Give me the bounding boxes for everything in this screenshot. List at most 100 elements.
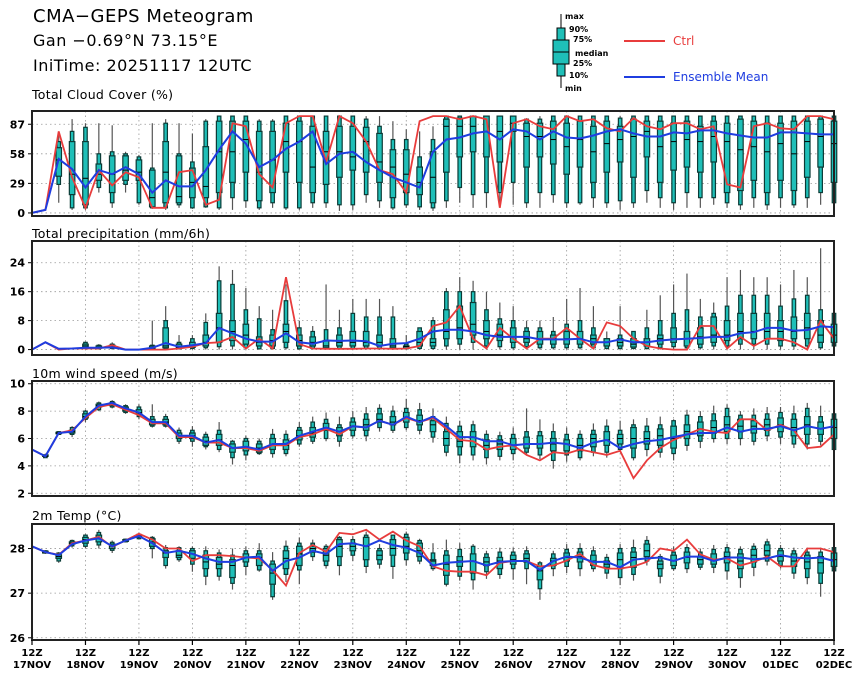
iqr-box bbox=[416, 414, 423, 426]
iqr-box bbox=[162, 550, 170, 559]
box-whisker bbox=[336, 536, 343, 576]
iqr-box bbox=[750, 120, 758, 181]
p10-p90-box bbox=[256, 318, 262, 350]
iqr-box bbox=[603, 120, 611, 173]
iqr-box bbox=[790, 120, 798, 192]
temperature-frame bbox=[31, 523, 835, 641]
box-whisker bbox=[737, 546, 744, 588]
temperature-panel: 2m Temp (°C) 26 27 28 bbox=[10, 508, 838, 645]
iqr-box bbox=[803, 120, 811, 178]
box-whisker bbox=[389, 121, 397, 210]
box-whisker bbox=[750, 277, 758, 350]
box-whisker bbox=[590, 115, 597, 208]
box-whisker bbox=[362, 407, 370, 442]
box-whisker bbox=[643, 536, 651, 566]
iqr-box bbox=[242, 323, 250, 345]
iqr-box bbox=[763, 312, 771, 340]
box-whisker bbox=[523, 320, 530, 350]
x-tick-time-label: 12Z bbox=[663, 648, 684, 659]
x-tick-time-label: 12Z bbox=[823, 648, 844, 659]
iqr-box bbox=[723, 415, 731, 433]
box-whisker bbox=[603, 419, 611, 458]
iqr-box bbox=[683, 120, 691, 168]
box-whisker bbox=[763, 538, 771, 566]
iqr-box bbox=[295, 120, 303, 183]
box-whisker bbox=[215, 422, 223, 453]
box-whisker bbox=[162, 119, 170, 210]
p10-p90-box bbox=[684, 309, 690, 349]
iqr-box bbox=[790, 316, 798, 340]
iqr-box bbox=[349, 330, 357, 347]
iqr-box bbox=[750, 420, 758, 434]
box-whisker bbox=[496, 302, 504, 350]
cloud-cover-title: Total Cloud Cover (%) bbox=[31, 87, 173, 102]
box-whisker bbox=[803, 115, 811, 208]
box-whisker bbox=[416, 131, 423, 210]
box-whisker bbox=[590, 546, 597, 572]
box-whisker bbox=[416, 402, 423, 435]
box-whisker bbox=[656, 115, 664, 208]
box-whisker bbox=[389, 534, 397, 579]
iqr-box bbox=[135, 159, 143, 181]
box-whisker bbox=[309, 115, 317, 208]
x-tick-time-label: 12Z bbox=[235, 648, 256, 659]
x-tick-date-label: 30NOV bbox=[708, 660, 747, 671]
box-whisker bbox=[790, 405, 798, 449]
box-whisker bbox=[95, 123, 103, 193]
x-tick-date-label: 28NOV bbox=[601, 660, 640, 671]
legend: max 90% 75% median 25% 10% min Ctrl Ense… bbox=[552, 12, 768, 93]
box-whisker bbox=[710, 405, 718, 443]
iqr-box bbox=[215, 120, 223, 194]
box-whisker bbox=[670, 115, 677, 210]
x-tick-time-label: 12Z bbox=[396, 648, 417, 659]
precipitation-ctrl-line bbox=[31, 277, 835, 351]
box-whisker bbox=[483, 291, 490, 350]
box-whisker bbox=[255, 306, 263, 350]
box-whisker bbox=[616, 544, 624, 586]
legend-label-90: 90% bbox=[569, 25, 588, 34]
box-whisker bbox=[603, 553, 611, 579]
iqr-box bbox=[162, 327, 170, 349]
iqr-box bbox=[563, 122, 571, 175]
location-label: Gan −0.69°N 73.15°E bbox=[33, 31, 218, 50]
wind-speed-y-tick-label: 10 bbox=[10, 378, 26, 391]
box-whisker bbox=[242, 288, 250, 350]
box-whisker bbox=[683, 544, 691, 574]
x-tick-date-label: 25NOV bbox=[441, 660, 480, 671]
box-whisker bbox=[737, 411, 744, 446]
temperature-mean-line bbox=[31, 534, 835, 573]
iqr-box bbox=[469, 553, 477, 574]
iqr-box bbox=[643, 120, 651, 158]
x-tick-date-label: 27NOV bbox=[548, 660, 587, 671]
iqr-box bbox=[750, 312, 758, 340]
box-whisker bbox=[309, 326, 317, 350]
box-whisker bbox=[630, 115, 637, 208]
iqr-box bbox=[215, 556, 223, 570]
precipitation-title: Total precipitation (mm/6h) bbox=[31, 226, 210, 241]
box-whisker bbox=[483, 430, 490, 465]
iqr-box bbox=[630, 426, 637, 449]
box-whisker bbox=[817, 115, 824, 205]
precipitation-y-tick-label: 0 bbox=[17, 344, 25, 357]
box-whisker bbox=[242, 546, 250, 576]
wind-speed-y-tick-label: 6 bbox=[17, 433, 25, 446]
box-whisker bbox=[148, 320, 156, 350]
x-axis: 12Z17NOV12Z18NOV12Z19NOV12Z20NOV12Z21NOV… bbox=[13, 640, 852, 671]
x-tick-time-label: 12Z bbox=[610, 648, 631, 659]
iqr-box bbox=[443, 118, 450, 173]
box-whisker bbox=[429, 317, 437, 350]
box-whisker bbox=[376, 116, 383, 208]
x-tick-time-label: 12Z bbox=[342, 648, 363, 659]
iqr-box bbox=[509, 327, 517, 343]
box-whisker bbox=[643, 417, 651, 457]
iqr-box bbox=[643, 431, 651, 445]
box-whisker bbox=[443, 416, 450, 457]
x-tick-time-label: 12Z bbox=[289, 648, 310, 659]
iqr-box bbox=[656, 428, 664, 446]
iqr-box bbox=[616, 433, 624, 445]
iqr-box bbox=[549, 437, 557, 452]
box-whisker bbox=[723, 544, 731, 580]
box-whisker bbox=[656, 553, 664, 584]
iqr-box bbox=[723, 122, 731, 194]
box-whisker bbox=[269, 552, 276, 600]
